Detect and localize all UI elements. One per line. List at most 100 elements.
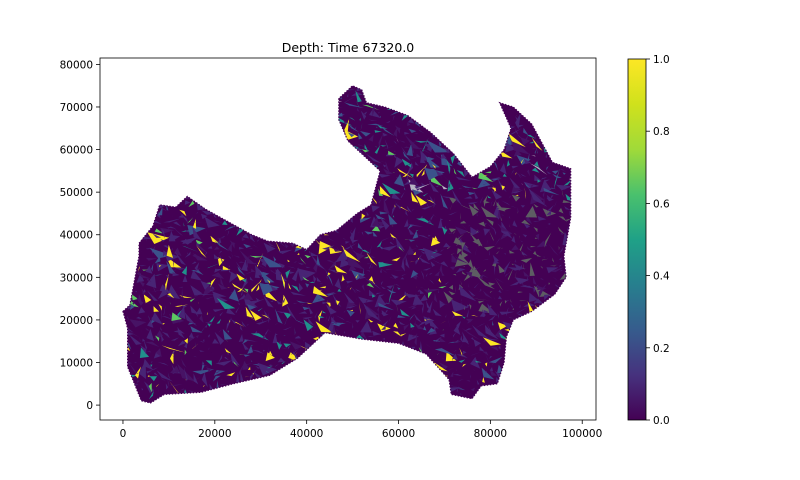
mesh-cell xyxy=(214,382,223,389)
mesh-cell xyxy=(561,215,568,221)
mesh-cell xyxy=(212,309,225,312)
mesh-cell xyxy=(290,351,298,361)
mesh-cell xyxy=(554,200,557,208)
mesh-cell xyxy=(228,265,231,268)
mesh-cell xyxy=(362,268,364,275)
mesh-cell xyxy=(438,141,442,147)
mesh-cell xyxy=(156,383,160,387)
mesh-cell xyxy=(270,300,275,303)
mesh-cell xyxy=(488,229,494,242)
mesh-cell xyxy=(343,102,365,108)
mesh-cell xyxy=(509,223,511,228)
mesh-cell xyxy=(322,301,328,305)
mesh-cell xyxy=(475,360,482,363)
mesh-cell xyxy=(426,199,436,204)
mesh-cell xyxy=(411,194,413,199)
mesh-cell xyxy=(404,134,421,150)
mesh-cell xyxy=(343,120,350,124)
mesh-cell xyxy=(186,217,194,224)
mesh-cell xyxy=(462,363,467,368)
mesh-cell xyxy=(239,354,245,356)
mesh-cell xyxy=(238,246,245,250)
mesh-cell xyxy=(395,300,399,313)
mesh-cell xyxy=(383,168,393,175)
mesh-cell xyxy=(357,107,360,113)
mesh-cell xyxy=(497,178,507,193)
mesh-cell xyxy=(379,262,388,266)
mesh-cell xyxy=(334,265,348,274)
mesh-cell xyxy=(245,314,260,323)
mesh-cell xyxy=(265,352,275,362)
mesh-cell xyxy=(145,327,151,331)
mesh-cell xyxy=(467,304,471,308)
mesh-cell xyxy=(468,225,470,227)
mesh-cell xyxy=(450,371,454,377)
mesh-cell xyxy=(458,359,465,363)
mesh-cell xyxy=(265,257,286,263)
mesh-cell xyxy=(534,174,542,182)
mesh-cell xyxy=(443,291,453,304)
mesh-cell xyxy=(471,187,478,189)
mesh-cell xyxy=(158,386,159,393)
mesh-cell xyxy=(350,230,353,232)
mesh-cell xyxy=(245,309,248,314)
mesh-cell xyxy=(381,325,386,330)
mesh-cell xyxy=(482,174,488,177)
mesh-cell xyxy=(200,326,205,334)
mesh-cell xyxy=(250,233,256,243)
mesh-cell xyxy=(366,282,375,288)
mesh-cell xyxy=(184,338,188,344)
mesh-cell xyxy=(210,235,220,244)
mesh-cell xyxy=(397,315,406,318)
mesh-cell xyxy=(451,311,463,316)
mesh-cell xyxy=(550,267,565,273)
mesh-cell xyxy=(173,268,178,273)
mesh-cell xyxy=(498,289,502,294)
mesh-cell xyxy=(411,317,418,332)
mesh-cell xyxy=(233,226,235,228)
mesh-cell xyxy=(369,261,373,270)
mesh-cell xyxy=(498,345,501,350)
mesh-cell xyxy=(179,212,189,224)
mesh-cell xyxy=(414,308,420,312)
mesh-cell xyxy=(519,248,526,259)
mesh-cell xyxy=(411,139,418,142)
mesh-cell xyxy=(163,304,166,316)
mesh-cell xyxy=(544,232,552,248)
mesh-cell xyxy=(469,303,472,310)
mesh-cell xyxy=(152,285,157,293)
mesh-cell xyxy=(365,153,382,164)
mesh-cell xyxy=(506,306,509,317)
mesh-cell xyxy=(250,344,254,346)
mesh-cell xyxy=(456,385,460,393)
mesh-cell xyxy=(546,267,559,274)
mesh-cell xyxy=(274,364,279,368)
mesh-cell xyxy=(166,226,177,229)
mesh-cell xyxy=(145,265,153,274)
mesh-cell xyxy=(546,205,554,212)
mesh-cell xyxy=(196,212,198,214)
mesh-cell xyxy=(134,291,137,293)
mesh-cell xyxy=(375,146,378,148)
mesh-cell xyxy=(262,349,266,352)
mesh-cell xyxy=(346,309,355,317)
mesh-cell xyxy=(425,273,428,277)
mesh-cell xyxy=(440,172,442,179)
mesh-cell xyxy=(535,233,540,241)
mesh-cell xyxy=(218,329,223,333)
mesh-cell xyxy=(303,272,309,277)
mesh-cell xyxy=(456,170,465,178)
mesh-cell xyxy=(323,293,337,295)
mesh-cell xyxy=(305,266,311,268)
x-tick-label: 80000 xyxy=(474,428,507,440)
plot-area xyxy=(99,57,597,421)
mesh-cell xyxy=(487,303,498,316)
mesh-cell xyxy=(251,282,260,293)
mesh-cell xyxy=(455,226,469,235)
mesh-cell xyxy=(178,286,184,289)
mesh-cell xyxy=(257,362,277,376)
mesh-cell xyxy=(522,261,525,270)
mesh-cell xyxy=(515,124,524,128)
mesh-cell xyxy=(138,265,147,267)
mesh-cell xyxy=(377,305,380,313)
